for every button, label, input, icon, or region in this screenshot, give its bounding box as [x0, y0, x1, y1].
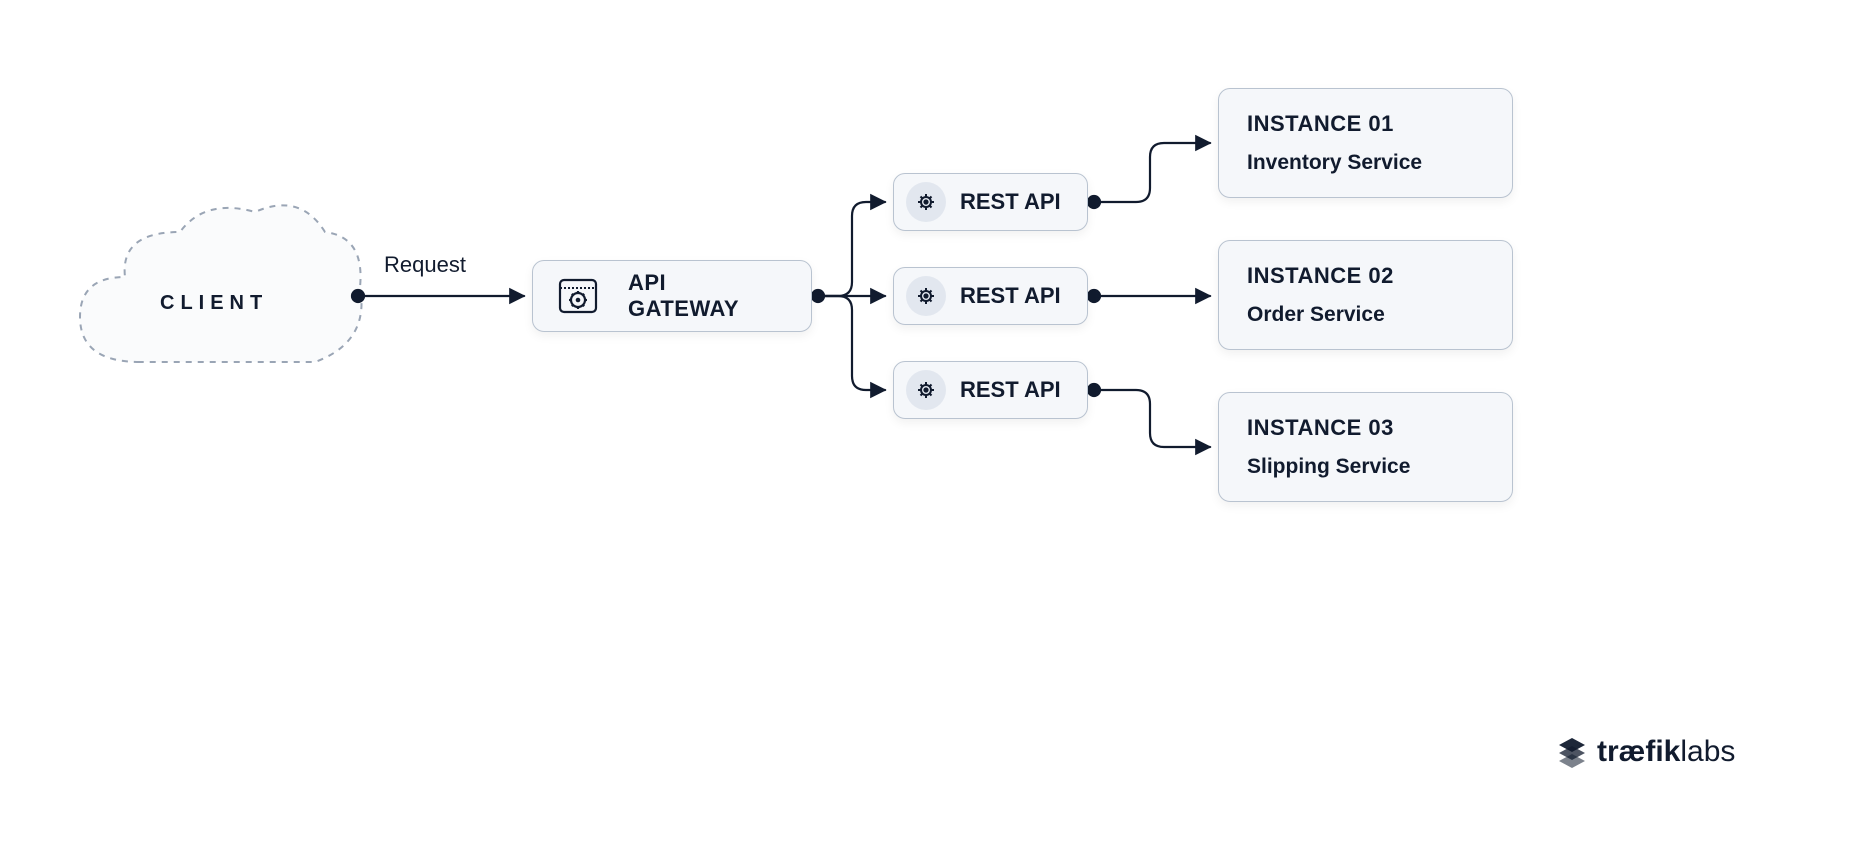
gear-icon: [906, 276, 946, 316]
instance-node-2: INSTANCE 02 Order Service: [1218, 240, 1513, 350]
instance-subtitle: Order Service: [1247, 303, 1385, 327]
edges-layer: [0, 0, 1852, 859]
rest-api-node-3: REST API: [893, 361, 1088, 419]
instance-subtitle: Slipping Service: [1247, 455, 1410, 479]
rest-api-label: REST API: [960, 189, 1061, 215]
rest-api-node-1: REST API: [893, 173, 1088, 231]
client-cloud: CLIENT: [70, 192, 370, 392]
traefik-logo-icon: [1555, 735, 1589, 769]
logo-text: træfiklabs: [1597, 735, 1735, 769]
gear-icon: [906, 182, 946, 222]
client-label: CLIENT: [160, 292, 268, 315]
rest-api-label: REST API: [960, 283, 1061, 309]
request-label: Request: [384, 252, 466, 278]
api-gateway-node: API GATEWAY: [532, 260, 812, 332]
instance-node-1: INSTANCE 01 Inventory Service: [1218, 88, 1513, 198]
api-gateway-label: API GATEWAY: [628, 270, 781, 322]
gear-icon: [906, 370, 946, 410]
instance-title: INSTANCE 01: [1247, 111, 1394, 137]
instance-subtitle: Inventory Service: [1247, 151, 1422, 175]
instance-title: INSTANCE 03: [1247, 415, 1394, 441]
rest-api-node-2: REST API: [893, 267, 1088, 325]
diagram-canvas: CLIENT Request: [0, 0, 1852, 859]
instance-node-3: INSTANCE 03 Slipping Service: [1218, 392, 1513, 502]
rest-api-label: REST API: [960, 377, 1061, 403]
gateway-icon: [551, 268, 606, 324]
traefiklabs-logo: træfiklabs: [1555, 735, 1735, 769]
instance-title: INSTANCE 02: [1247, 263, 1394, 289]
